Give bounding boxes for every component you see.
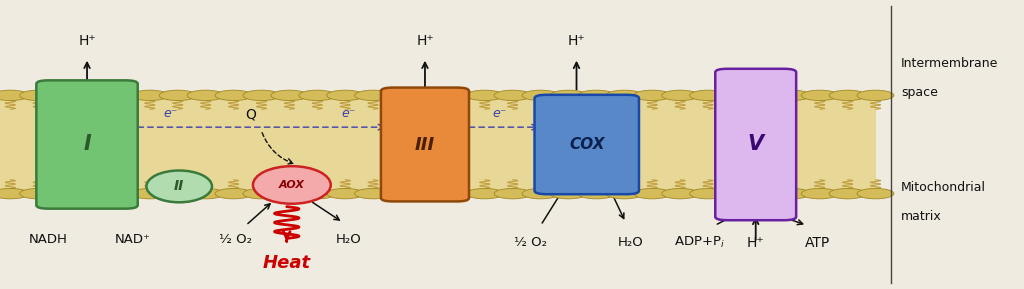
Circle shape	[718, 188, 755, 199]
Text: II: II	[174, 179, 184, 193]
Circle shape	[718, 90, 755, 101]
Circle shape	[662, 90, 698, 101]
Circle shape	[103, 90, 140, 101]
Circle shape	[689, 90, 726, 101]
Circle shape	[550, 188, 587, 199]
Circle shape	[383, 90, 420, 101]
Ellipse shape	[253, 166, 331, 204]
Circle shape	[438, 90, 475, 101]
Circle shape	[76, 90, 113, 101]
Text: AOX: AOX	[279, 180, 305, 190]
FancyBboxPatch shape	[715, 69, 797, 220]
Circle shape	[773, 188, 810, 199]
Circle shape	[411, 90, 447, 101]
Circle shape	[466, 90, 503, 101]
Circle shape	[606, 188, 643, 199]
Circle shape	[76, 188, 113, 199]
Text: e⁻: e⁻	[341, 107, 355, 120]
Circle shape	[19, 90, 56, 101]
Text: space: space	[901, 86, 938, 99]
Circle shape	[383, 188, 420, 199]
Circle shape	[606, 90, 643, 101]
Circle shape	[578, 188, 614, 199]
Text: e⁻: e⁻	[492, 107, 507, 120]
Text: ATP: ATP	[805, 236, 829, 250]
Text: Heat: Heat	[263, 254, 310, 272]
Ellipse shape	[146, 171, 212, 202]
Circle shape	[773, 90, 810, 101]
Text: Intermembrane: Intermembrane	[901, 57, 998, 70]
Circle shape	[466, 188, 503, 199]
Circle shape	[187, 90, 224, 101]
Circle shape	[578, 90, 614, 101]
Text: matrix: matrix	[901, 210, 942, 223]
Text: V: V	[748, 134, 764, 155]
Circle shape	[354, 90, 391, 101]
Circle shape	[271, 90, 308, 101]
Circle shape	[103, 188, 140, 199]
Text: ½ O₂: ½ O₂	[219, 234, 252, 246]
Text: H₂O: H₂O	[335, 234, 361, 246]
Circle shape	[271, 188, 308, 199]
Text: H⁺: H⁺	[746, 236, 765, 250]
Text: I: I	[83, 134, 91, 155]
Circle shape	[745, 90, 782, 101]
Text: H⁺: H⁺	[416, 34, 434, 48]
Circle shape	[48, 90, 85, 101]
Circle shape	[495, 188, 531, 199]
FancyBboxPatch shape	[381, 88, 469, 201]
Circle shape	[19, 188, 56, 199]
Circle shape	[0, 90, 29, 101]
Circle shape	[857, 90, 894, 101]
Text: H⁺: H⁺	[78, 34, 96, 48]
Bar	[0, 95, 876, 194]
Circle shape	[354, 188, 391, 199]
Circle shape	[187, 188, 224, 199]
Circle shape	[131, 90, 168, 101]
Circle shape	[299, 90, 336, 101]
FancyBboxPatch shape	[37, 80, 137, 209]
Text: NADH: NADH	[29, 234, 68, 246]
Text: ½ O₂: ½ O₂	[514, 236, 547, 249]
Circle shape	[522, 90, 559, 101]
Circle shape	[327, 90, 364, 101]
FancyBboxPatch shape	[535, 95, 639, 194]
Text: Q: Q	[246, 108, 256, 122]
Circle shape	[243, 188, 280, 199]
Circle shape	[801, 188, 838, 199]
Circle shape	[662, 188, 698, 199]
Circle shape	[689, 188, 726, 199]
Circle shape	[634, 90, 671, 101]
Text: H₂O: H₂O	[617, 236, 644, 249]
Circle shape	[215, 90, 252, 101]
Circle shape	[495, 90, 531, 101]
Circle shape	[522, 188, 559, 199]
Circle shape	[131, 188, 168, 199]
Circle shape	[299, 188, 336, 199]
Circle shape	[550, 90, 587, 101]
Circle shape	[160, 90, 197, 101]
Circle shape	[215, 188, 252, 199]
Text: ADP+P$_i$: ADP+P$_i$	[674, 235, 725, 250]
Circle shape	[438, 188, 475, 199]
Text: III: III	[415, 136, 435, 153]
Circle shape	[801, 90, 838, 101]
Text: COX: COX	[569, 137, 604, 152]
Text: NAD⁺: NAD⁺	[115, 234, 152, 246]
Circle shape	[829, 90, 866, 101]
Text: H⁺: H⁺	[567, 34, 586, 48]
Circle shape	[48, 188, 85, 199]
Circle shape	[634, 188, 671, 199]
Text: e⁻: e⁻	[163, 107, 177, 120]
Circle shape	[857, 188, 894, 199]
Circle shape	[0, 188, 29, 199]
Circle shape	[327, 188, 364, 199]
Circle shape	[829, 188, 866, 199]
Circle shape	[745, 188, 782, 199]
Circle shape	[243, 90, 280, 101]
Circle shape	[411, 188, 447, 199]
Text: Mitochondrial: Mitochondrial	[901, 181, 986, 194]
Circle shape	[160, 188, 197, 199]
